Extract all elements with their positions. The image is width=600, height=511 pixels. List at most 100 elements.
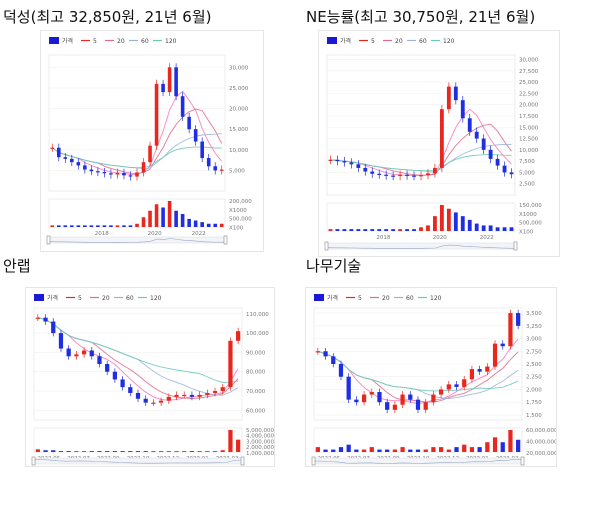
candle-body bbox=[115, 172, 120, 175]
volume-bar bbox=[83, 225, 87, 227]
candle-body bbox=[112, 371, 118, 380]
volume-tick-label: X1000 bbox=[229, 208, 247, 214]
candle-body bbox=[63, 157, 68, 159]
candle-body bbox=[76, 162, 81, 166]
x-tick-label: 2022 bbox=[480, 235, 494, 241]
price-tick-label: 90,000 bbox=[246, 350, 266, 356]
candle-body bbox=[109, 173, 113, 175]
candle-body bbox=[370, 171, 375, 174]
volume-bar bbox=[174, 451, 179, 452]
volume-bar bbox=[212, 451, 218, 452]
navigator-line bbox=[326, 244, 516, 249]
volume-tick-label: 20,000,000 bbox=[526, 451, 556, 457]
price-plot-frame bbox=[48, 54, 226, 192]
volume-bar bbox=[426, 225, 430, 231]
volume-bar bbox=[481, 225, 486, 231]
volume-bar bbox=[508, 430, 513, 452]
legend-label-ma120: 120 bbox=[165, 38, 177, 45]
volume-bar bbox=[502, 227, 507, 231]
navigator-handle-right bbox=[520, 456, 525, 466]
legend-label-ma60: 60 bbox=[141, 38, 149, 45]
candle-body bbox=[89, 350, 94, 357]
volume-bar bbox=[370, 229, 375, 231]
candle-body bbox=[415, 399, 421, 410]
candle-body bbox=[102, 172, 107, 174]
volume-tick-label: X100 bbox=[229, 226, 244, 232]
x-tick-label: 2020 bbox=[148, 231, 162, 237]
volume-bar bbox=[58, 451, 64, 452]
price-plot-frame bbox=[313, 307, 523, 421]
chart-title-ahnlab: 안랩 bbox=[3, 257, 31, 275]
volume-bar bbox=[51, 450, 56, 452]
volume-bar bbox=[115, 225, 120, 227]
candle-body bbox=[35, 317, 40, 319]
volume-bar bbox=[392, 449, 398, 452]
volume-tick-label: 4,000,000 bbox=[246, 434, 274, 440]
volume-bar bbox=[460, 216, 465, 231]
volume-bar bbox=[361, 449, 367, 452]
x-tick-label: 2018 bbox=[95, 231, 109, 237]
volume-bar bbox=[189, 451, 195, 452]
candle-body bbox=[96, 171, 100, 173]
candle-body bbox=[377, 392, 382, 403]
legend-box-price bbox=[314, 294, 324, 301]
price-tick-label: 7,500 bbox=[519, 159, 535, 165]
ma5-line bbox=[37, 317, 239, 401]
volume-bar bbox=[66, 451, 71, 452]
volume-tick-label: 60,000,000 bbox=[526, 428, 556, 434]
legend-label-ma20: 20 bbox=[102, 295, 110, 302]
chart-title-deoksung: 덕성(최고 32,850원, 21년 6월) bbox=[3, 8, 212, 26]
volume-bar bbox=[335, 229, 340, 231]
candle-body bbox=[197, 394, 202, 397]
legend-label-ma5: 5 bbox=[358, 295, 362, 302]
volume-bar bbox=[516, 439, 521, 452]
volume-bar bbox=[369, 447, 374, 452]
volume-plot-frame bbox=[313, 427, 523, 453]
price-tick-label: 2,500 bbox=[519, 182, 535, 188]
legend-label-price: 가격 bbox=[47, 294, 58, 302]
volume-bar bbox=[97, 451, 102, 452]
ma60-line bbox=[37, 317, 239, 396]
price-tick-label: 30,000 bbox=[229, 65, 249, 71]
candle-body bbox=[70, 158, 74, 163]
navigator-handle-left bbox=[31, 456, 36, 466]
candle-body bbox=[474, 131, 479, 139]
volume-bar bbox=[453, 212, 458, 231]
candle-body bbox=[509, 172, 514, 175]
candle-body bbox=[167, 67, 172, 93]
volume-bar bbox=[180, 214, 185, 227]
candle-body bbox=[495, 158, 500, 166]
volume-bar bbox=[467, 219, 472, 231]
candle-body bbox=[219, 169, 224, 171]
candle-body bbox=[89, 169, 94, 172]
volume-bar bbox=[89, 225, 94, 227]
stock-chart-ahnlab: 가격 5 20 60 120 110,000 100,000 90,000 80,000 70,0… bbox=[31, 294, 274, 466]
volume-bar bbox=[400, 447, 405, 452]
price-tick-label: 15,000 bbox=[229, 127, 249, 133]
navigator-line bbox=[33, 459, 243, 464]
candle-body bbox=[161, 83, 165, 93]
price-tick-label: 80,000 bbox=[246, 370, 266, 376]
candle-body bbox=[446, 86, 451, 110]
navigator-handle-left bbox=[324, 241, 329, 251]
volume-bar bbox=[356, 229, 361, 231]
volume-bar bbox=[398, 229, 403, 231]
volume-tick-label: 1,000,000 bbox=[246, 451, 274, 457]
candle-body bbox=[143, 398, 148, 403]
candle-body bbox=[361, 394, 367, 403]
candle-body bbox=[187, 116, 191, 130]
ma120-line bbox=[52, 146, 222, 169]
volume-bar bbox=[415, 449, 421, 452]
candle-body bbox=[500, 343, 505, 347]
volume-bar bbox=[346, 444, 351, 452]
candle-body bbox=[166, 396, 171, 401]
volume-bar bbox=[236, 439, 241, 452]
volume-bar bbox=[122, 225, 126, 227]
volume-tick-label: X1000 bbox=[519, 212, 537, 218]
volume-bar bbox=[193, 220, 198, 227]
navigator-handle-left bbox=[46, 235, 51, 245]
price-tick-label: 17,500 bbox=[519, 114, 539, 120]
x-tick-label: 2020 bbox=[433, 235, 447, 241]
legend-label-ma120: 120 bbox=[443, 38, 455, 45]
candle-body bbox=[154, 83, 159, 146]
